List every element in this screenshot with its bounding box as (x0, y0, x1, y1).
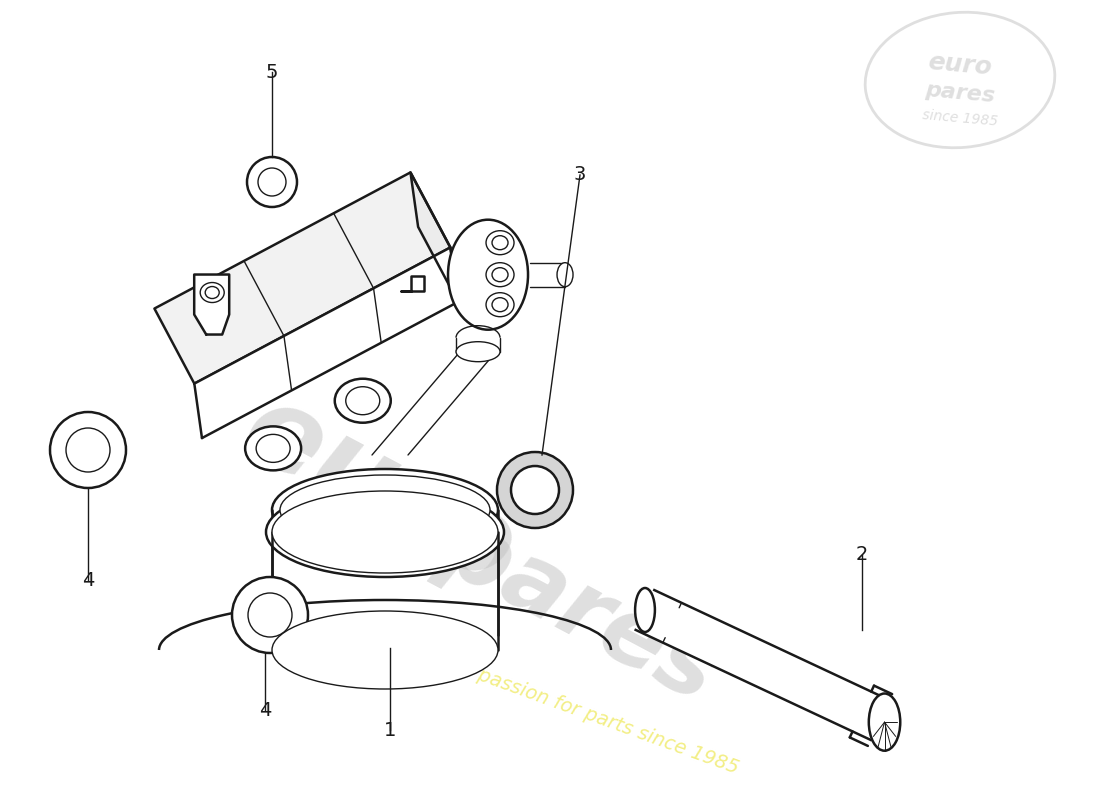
Polygon shape (410, 173, 458, 302)
Ellipse shape (280, 475, 490, 545)
Text: pares: pares (427, 499, 734, 721)
Ellipse shape (334, 378, 390, 422)
Ellipse shape (272, 491, 498, 573)
Ellipse shape (486, 293, 514, 317)
Ellipse shape (448, 220, 528, 330)
Text: pares: pares (924, 80, 996, 106)
Ellipse shape (492, 236, 508, 250)
Ellipse shape (557, 262, 573, 286)
Polygon shape (636, 590, 889, 740)
Ellipse shape (486, 262, 514, 286)
Ellipse shape (272, 469, 498, 551)
Ellipse shape (266, 487, 504, 577)
Ellipse shape (256, 434, 290, 462)
Text: euro: euro (224, 372, 536, 608)
Ellipse shape (245, 426, 301, 470)
Polygon shape (400, 275, 424, 290)
Polygon shape (195, 274, 229, 334)
Text: 3: 3 (574, 166, 586, 185)
Ellipse shape (345, 386, 379, 414)
Ellipse shape (200, 282, 224, 302)
Text: 4: 4 (81, 570, 95, 590)
Ellipse shape (232, 577, 308, 653)
Polygon shape (195, 247, 458, 438)
Ellipse shape (456, 342, 501, 362)
Ellipse shape (486, 230, 514, 254)
Ellipse shape (497, 452, 573, 528)
Ellipse shape (272, 611, 498, 689)
Text: 2: 2 (856, 546, 868, 565)
Text: since 1985: since 1985 (922, 108, 999, 128)
Ellipse shape (206, 286, 219, 298)
Ellipse shape (635, 588, 654, 632)
Ellipse shape (869, 694, 900, 750)
Polygon shape (154, 173, 450, 384)
Text: 4: 4 (258, 701, 272, 719)
Ellipse shape (492, 268, 508, 282)
Ellipse shape (258, 168, 286, 196)
Ellipse shape (512, 466, 559, 514)
Ellipse shape (248, 593, 292, 637)
Text: 1: 1 (384, 721, 396, 739)
Ellipse shape (492, 298, 508, 312)
Ellipse shape (66, 428, 110, 472)
Text: 5: 5 (266, 62, 278, 82)
Text: a passion for parts since 1985: a passion for parts since 1985 (459, 658, 741, 778)
Ellipse shape (50, 412, 127, 488)
Ellipse shape (248, 157, 297, 207)
Text: euro: euro (927, 50, 993, 80)
